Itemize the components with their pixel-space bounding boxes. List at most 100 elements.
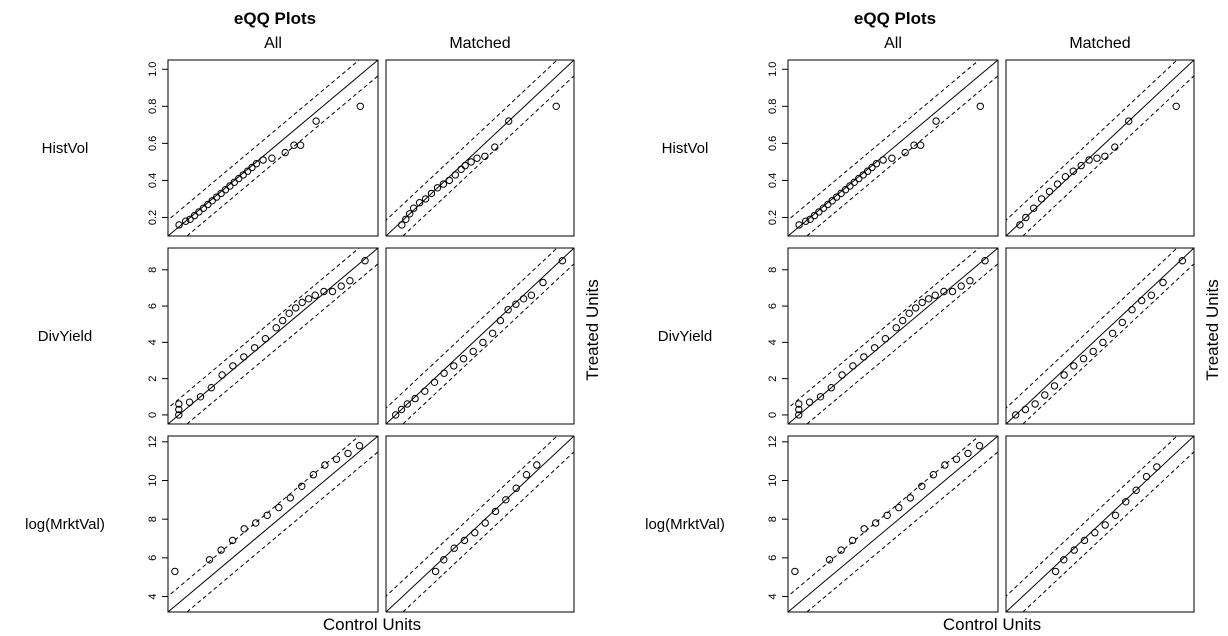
qq-point [1070, 362, 1078, 370]
qq-point [252, 160, 261, 168]
qq-point [860, 353, 868, 361]
qq-point [868, 163, 876, 172]
y-tick-label: 1.0 [767, 62, 779, 77]
qq-point [1022, 213, 1030, 222]
row-label: DivYield [658, 328, 712, 345]
qq-point [841, 186, 850, 194]
y-tick-label: 10 [767, 474, 779, 486]
y-tick-label: 0.4 [147, 173, 159, 188]
qq-point [1153, 463, 1161, 471]
upper-tolerance-line [386, 436, 558, 597]
qq-point [1061, 173, 1070, 181]
qq-point [332, 455, 341, 463]
qq-point [259, 156, 267, 164]
identity-line [168, 248, 378, 424]
y-tick-label: 1.0 [147, 62, 159, 77]
qq-point [855, 174, 863, 183]
qq-point [872, 519, 880, 527]
qq-point [496, 316, 505, 325]
y-tick-label: 4 [767, 593, 779, 599]
x-axis-label: Control Units [943, 615, 1041, 634]
y-axis-label: Treated Units [583, 279, 602, 380]
qq-point [916, 141, 925, 149]
qq-point [252, 519, 260, 527]
qq-point [305, 295, 313, 303]
qq-point [328, 287, 337, 296]
qq-point [892, 324, 900, 332]
qq-point [403, 400, 411, 408]
qq-point [860, 525, 868, 533]
qq-point [941, 461, 949, 469]
panel-frame [167, 59, 379, 237]
qq-point [870, 344, 879, 352]
qq-point [881, 335, 890, 343]
qq-point [204, 200, 212, 209]
qq-point [888, 154, 896, 162]
qq-point [846, 182, 854, 190]
qq-point [522, 471, 531, 479]
lower-tolerance-line [806, 263, 998, 424]
qq-point [1030, 204, 1038, 212]
y-tick-label: 6 [147, 303, 159, 309]
qq-point [221, 186, 230, 194]
row-label: HistVol [42, 140, 89, 157]
qq-point [502, 496, 510, 504]
upper-tolerance-line [788, 436, 980, 597]
panel-frame [1005, 435, 1195, 613]
qq-point [912, 304, 920, 312]
figure-title: eQQ Plots [854, 9, 936, 28]
qq-point [212, 193, 221, 201]
qq-point [433, 184, 442, 192]
qq-point [411, 394, 419, 403]
qq-point [199, 204, 208, 212]
qq-point [450, 362, 458, 370]
qq-point [512, 300, 520, 308]
qq-point [250, 344, 259, 352]
qq-point [1142, 472, 1151, 481]
y-tick-label: 2 [147, 376, 159, 382]
qq-point [281, 148, 289, 157]
qq-point [488, 329, 497, 337]
qq-point [235, 174, 243, 183]
upper-tolerance-line [386, 248, 558, 409]
qq-point [975, 442, 984, 450]
y-tick-label: 0.2 [147, 210, 159, 225]
qq-point [479, 338, 487, 347]
qq-point [1050, 382, 1059, 390]
qq-point [406, 210, 414, 218]
y-axis-label: Treated Units [1203, 279, 1222, 380]
qq-point [966, 277, 974, 285]
panel-logmrktval-matched [385, 435, 575, 613]
qq-point [171, 567, 179, 576]
panel-frame [787, 247, 999, 425]
qq-point [481, 152, 489, 161]
qq-point [802, 217, 810, 225]
identity-line [386, 436, 574, 612]
qq-point [469, 347, 477, 356]
qq-point [824, 200, 832, 209]
lower-tolerance-line [1022, 263, 1194, 424]
qq-point [175, 405, 183, 414]
qq-point [186, 215, 194, 224]
qq-point [1108, 329, 1117, 337]
qq-point [320, 287, 328, 296]
qq-point [1159, 278, 1167, 287]
qq-point [964, 449, 972, 458]
y-tick-label: 2 [767, 376, 779, 382]
qq-point [208, 197, 216, 205]
qq-point [805, 398, 814, 406]
qq-point [1101, 521, 1109, 529]
qq-point [1077, 161, 1085, 170]
qq-point [816, 393, 825, 401]
panel-frame [787, 435, 999, 613]
qq-point [1172, 102, 1180, 111]
qq-point [312, 117, 320, 125]
qq-point [311, 291, 319, 299]
y-tick-label: 6 [767, 303, 779, 309]
qq-point [1051, 567, 1060, 576]
qq-point [795, 405, 803, 414]
y-tick-label: 4 [767, 339, 779, 345]
lower-tolerance-line [186, 263, 378, 424]
qq-point [883, 511, 891, 519]
qq-point [505, 117, 513, 125]
